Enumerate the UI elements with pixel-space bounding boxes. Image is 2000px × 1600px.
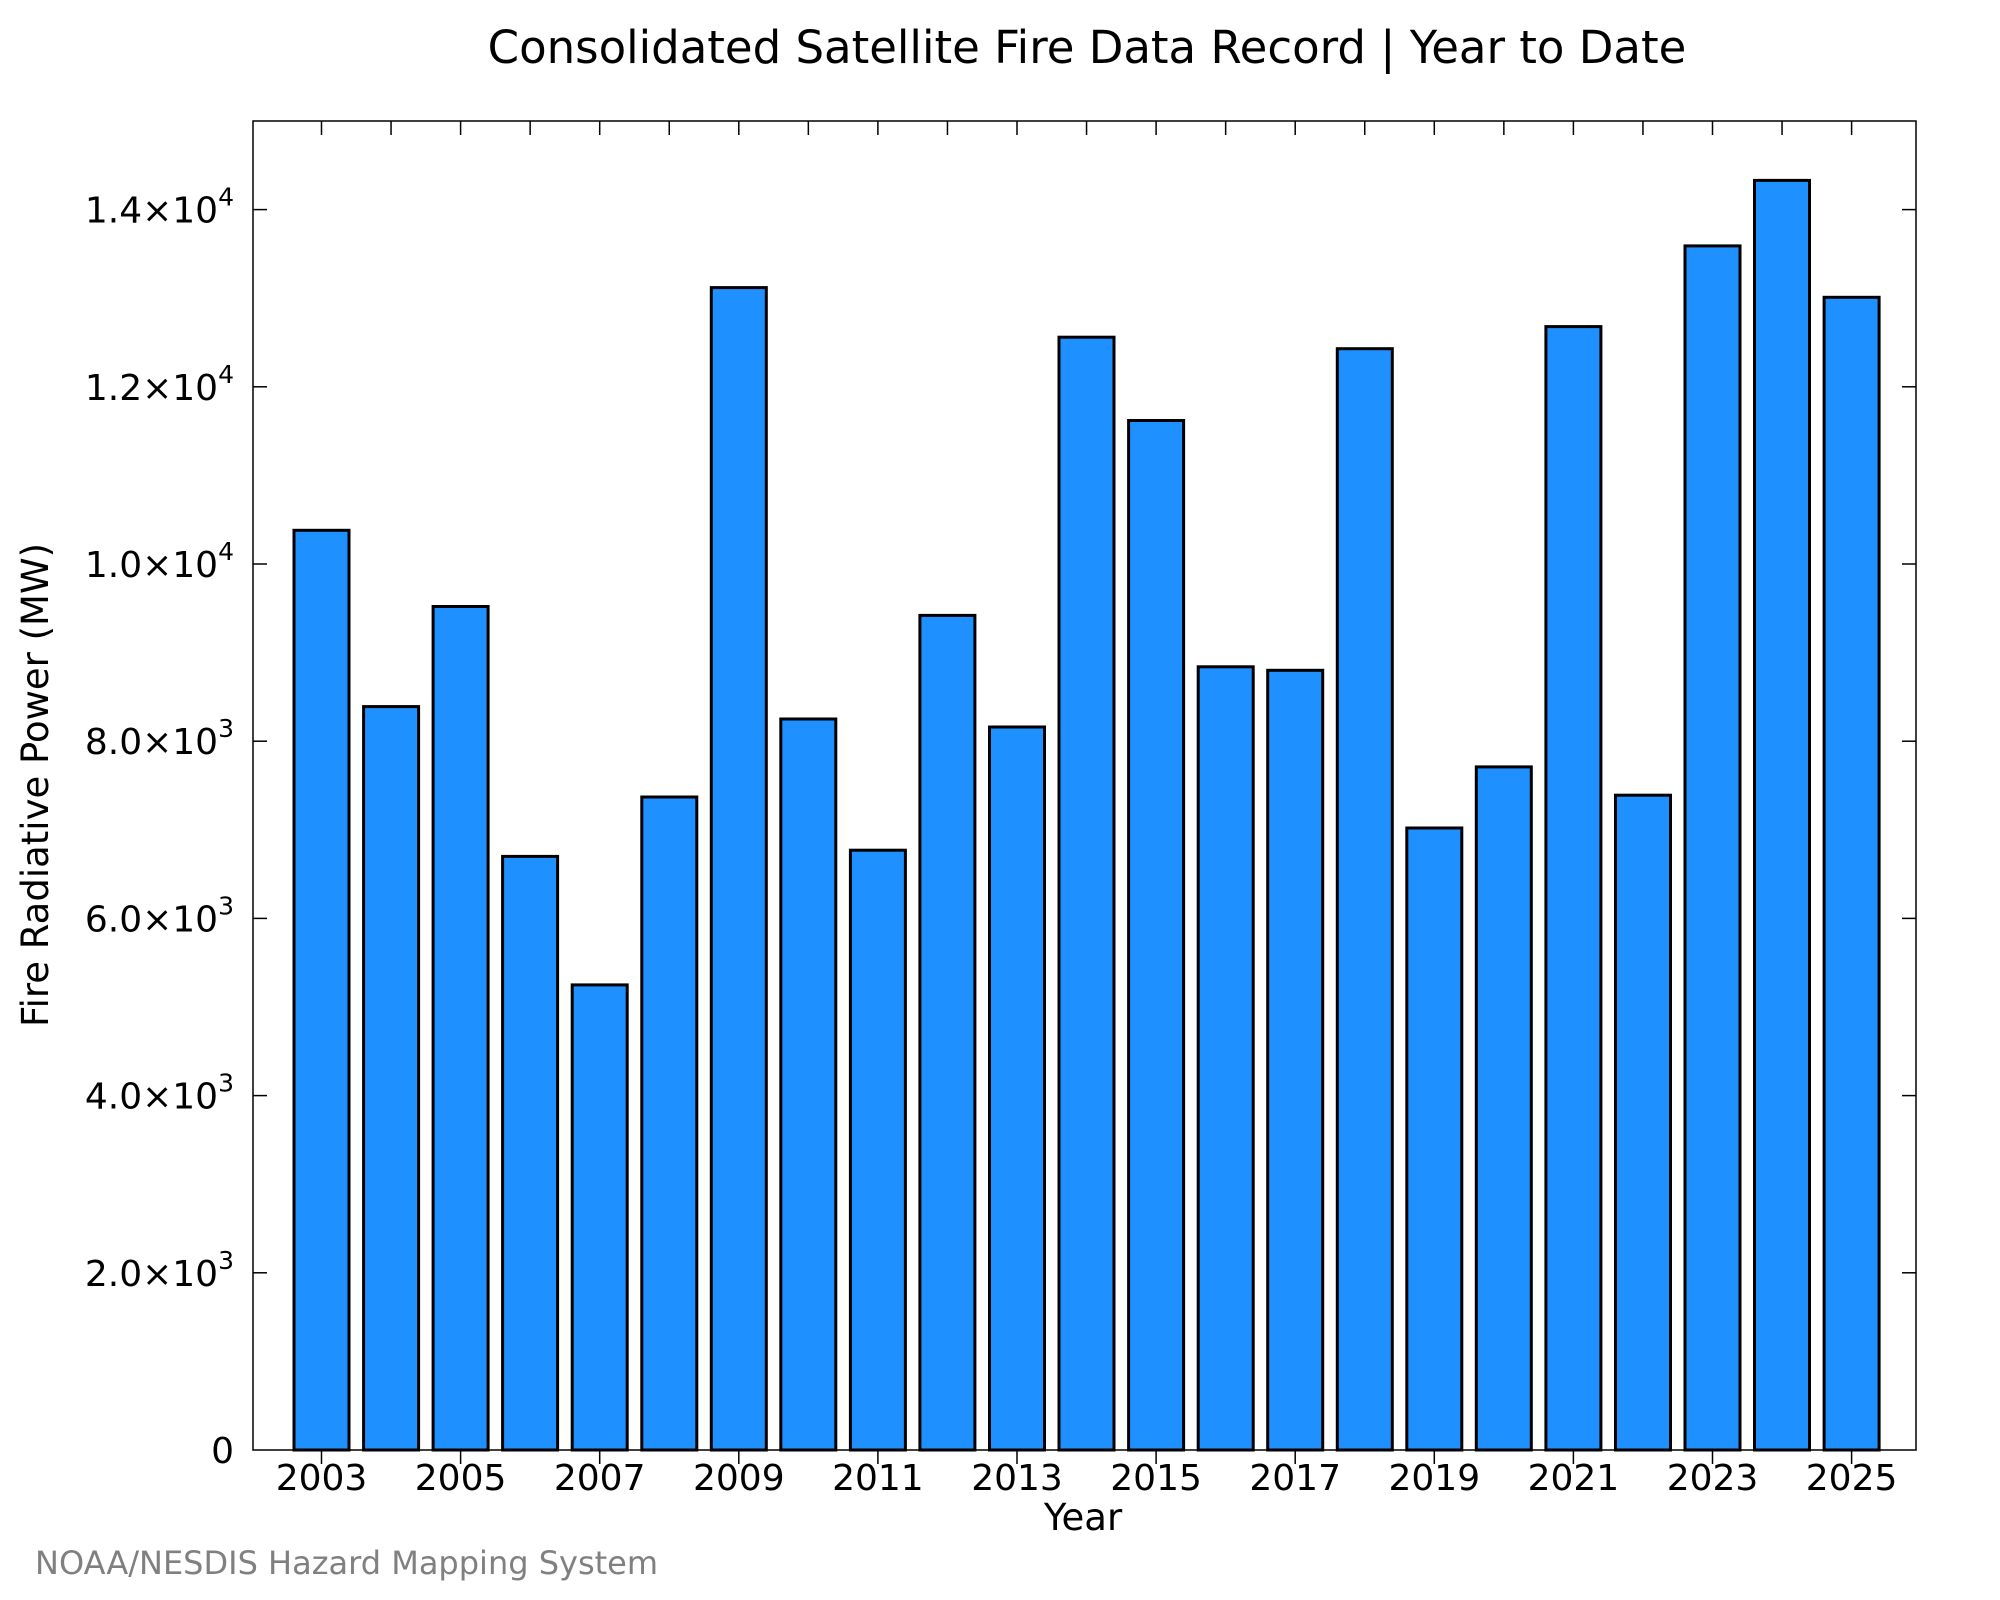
bar-2012	[918, 613, 977, 1452]
x-tick-label: 2007	[554, 1458, 646, 1499]
bar-2023	[1683, 244, 1742, 1452]
bar-2024	[1753, 178, 1811, 1452]
bar-2006	[501, 854, 560, 1452]
x-tick-label: 2023	[1667, 1458, 1759, 1499]
bar-2011	[848, 848, 907, 1452]
bar-2003	[292, 528, 351, 1452]
y-tick-label: 8.0×103	[85, 714, 234, 763]
x-tick-label: 2005	[415, 1458, 507, 1499]
x-tick-label: 2015	[1110, 1458, 1202, 1499]
bar-2015	[1127, 419, 1186, 1452]
x-tick-label: 2025	[1806, 1458, 1898, 1499]
bar-2016	[1196, 665, 1255, 1452]
bar-2025	[1822, 295, 1881, 1452]
bar-2013	[988, 725, 1046, 1452]
x-tick-label: 2017	[1249, 1458, 1341, 1499]
x-tick-label: 2011	[832, 1458, 924, 1499]
x-axis: 2003 2005 2007 2009 2011 2013 2015 2017 2019 2021…	[276, 121, 1898, 1499]
y-axis: 0 2.0×103 4.0×103 6.0×103 8.0×103 1.0×104 1.2×…	[85, 183, 1916, 1472]
bar-2008	[640, 795, 699, 1452]
bar-2009	[709, 286, 768, 1452]
y-tick-label: 2.0×103	[85, 1246, 234, 1295]
bar-2020	[1474, 765, 1533, 1452]
x-tick-label: 2009	[693, 1458, 785, 1499]
bar-2007	[570, 983, 629, 1452]
y-tick-label: 1.0×104	[85, 537, 234, 586]
x-axis-label: Year	[1043, 1496, 1123, 1539]
bar-2019	[1405, 826, 1464, 1452]
y-tick-label: 0	[211, 1431, 234, 1472]
chart-title: Consolidated Satellite Fire Data Record …	[488, 21, 1687, 74]
x-tick-label: 2013	[971, 1458, 1063, 1499]
x-tick-label: 2003	[276, 1458, 368, 1499]
bar-2014	[1057, 335, 1116, 1452]
y-axis-label: Fire Radiative Power (MW)	[14, 543, 57, 1027]
bar-2022	[1614, 793, 1672, 1452]
y-tick-label: 1.2×104	[85, 360, 234, 409]
x-tick-label: 2019	[1388, 1458, 1480, 1499]
bar-2004	[362, 705, 421, 1452]
y-tick-label: 1.4×104	[85, 183, 234, 232]
bar-2017	[1266, 668, 1325, 1452]
bar-series	[292, 178, 1881, 1452]
credit-text: NOAA/NESDIS Hazard Mapping System	[35, 1544, 658, 1582]
bar-2005	[431, 605, 490, 1452]
x-tick-label: 2021	[1528, 1458, 1620, 1499]
plot-area: 0 2.0×103 4.0×103 6.0×103 8.0×103 1.0×104 1.2×…	[85, 120, 1917, 1499]
y-tick-label: 4.0×103	[85, 1069, 234, 1118]
bar-2010	[779, 717, 838, 1452]
bar-2021	[1544, 325, 1603, 1452]
bar-2018	[1335, 347, 1394, 1452]
y-tick-label: 6.0×103	[85, 891, 234, 940]
